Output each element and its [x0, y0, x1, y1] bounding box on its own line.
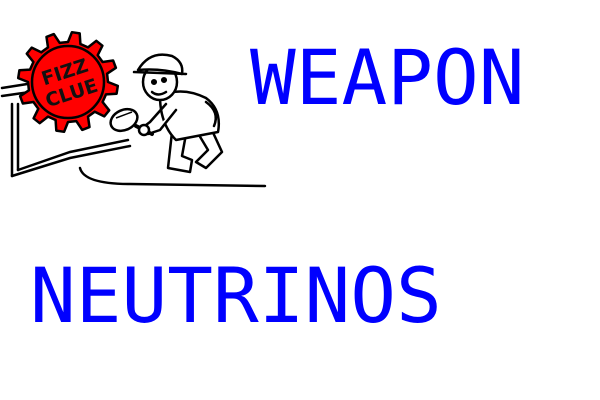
pipe-lines — [0, 80, 267, 188]
red-gear — [16, 30, 120, 134]
word-weapon: WEAPON — [250, 33, 525, 122]
word-neutrinos: NEUTRINOS — [30, 251, 442, 340]
vault-boy-detective — [132, 53, 224, 174]
fizz-clue-logo: FIZZ CLUE — [0, 30, 267, 188]
